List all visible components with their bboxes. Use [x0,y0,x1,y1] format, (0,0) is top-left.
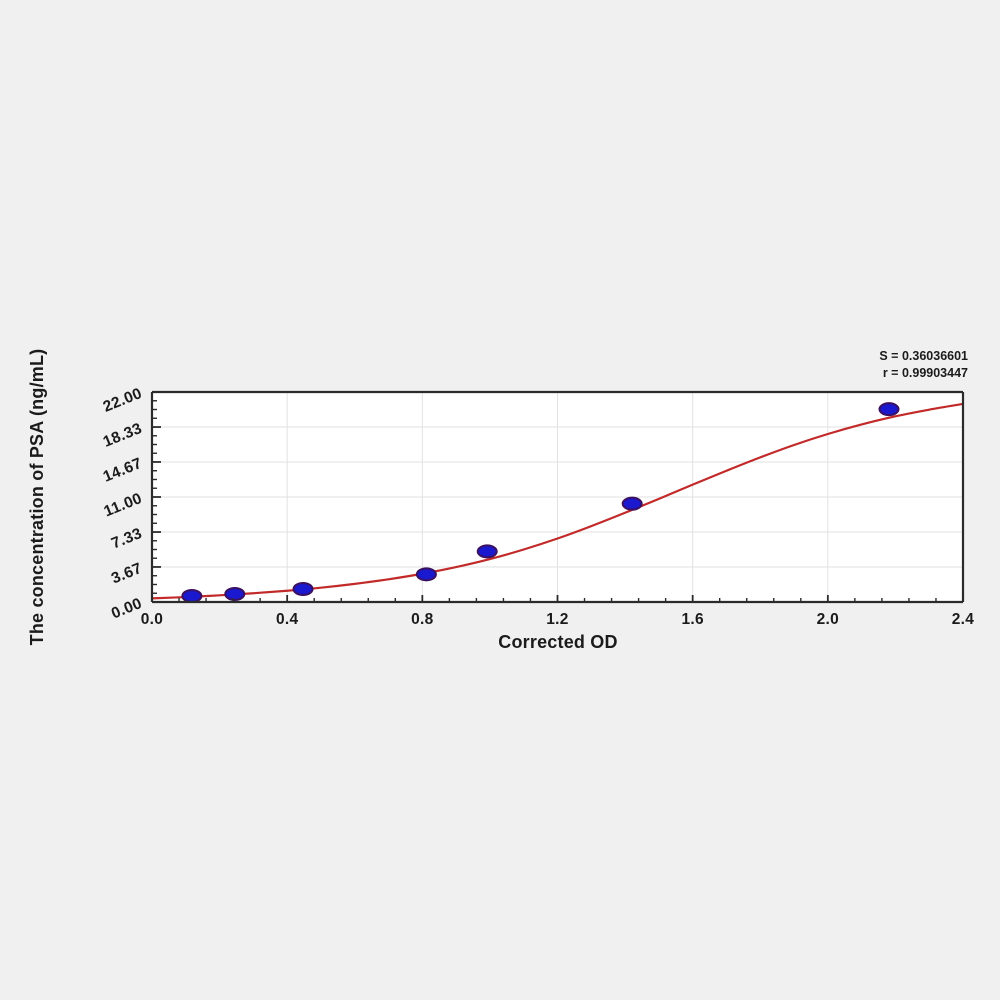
x-tick-label: 2.4 [952,611,975,628]
axis-ticks [151,391,964,603]
x-tick-label: 1.2 [546,611,568,628]
annotation-r-value: r = 0.99903447 [883,366,968,380]
x-tick-labels: 0.0 0.4 0.8 1.2 1.6 2.0 2.4 [141,611,975,628]
data-point-marker [878,402,900,417]
x-tick-label: 0.0 [141,611,163,628]
x-tick-label: 0.4 [276,611,299,628]
y-axis-title: The concentration of PSA (ng/mL) [27,349,47,646]
x-tick-label: 2.0 [817,611,839,628]
data-point-marker [476,544,498,559]
data-point-marker [292,582,314,597]
fit-curve [150,402,965,600]
x-tick-label: 0.8 [411,611,434,628]
data-point-marker [415,567,437,582]
data-point-marker [181,588,203,603]
data-point-marker [621,496,643,511]
data-point-marker [224,586,246,601]
annotation-s-value: S = 0.36036601 [879,349,968,363]
x-axis-title: Corrected OD [498,632,617,652]
x-tick-label: 1.6 [681,611,704,628]
data-points [181,402,900,603]
